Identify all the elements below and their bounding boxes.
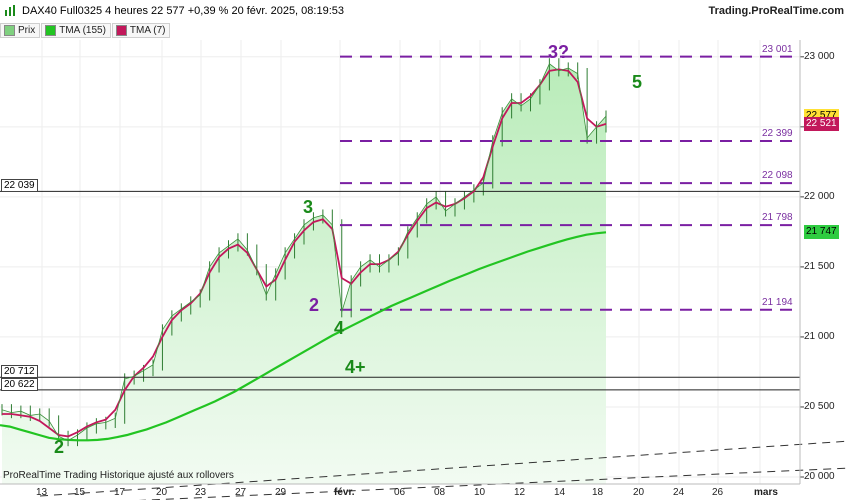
wave-label: 3? — [548, 42, 570, 62]
x-tick-label: 12 — [514, 487, 526, 498]
price-badge: 21 747 — [804, 225, 839, 240]
wave-label: 3 — [303, 197, 314, 217]
legend-label: TMA (7) — [129, 25, 166, 36]
x-tick-label: 13 — [36, 487, 48, 498]
legend-item-price[interactable]: Prix — [0, 23, 41, 38]
x-tick-label: 20 — [156, 487, 168, 498]
x-tick-label: 10 — [474, 487, 486, 498]
tma155-line — [0, 231, 607, 442]
footer-note: ProRealTime Trading Historique ajusté au… — [3, 470, 234, 481]
price-swatch — [4, 25, 15, 36]
level-label: 21 194 — [762, 296, 793, 308]
legend-item-tma7[interactable]: TMA (7) — [111, 23, 171, 38]
wave-label: 2 — [54, 437, 65, 457]
y-tick-label: 20 500 — [804, 400, 835, 412]
trend-line-bottom — [138, 467, 850, 500]
level-label: 23 001 — [762, 43, 793, 55]
x-tick-label: 18 — [592, 487, 604, 498]
x-tick-label: 24 — [673, 487, 685, 498]
x-tick-label: 27 — [235, 487, 247, 498]
price-badge: 22 521 — [804, 116, 839, 131]
hline-label: 20 712 — [1, 365, 38, 379]
tma7-line — [2, 68, 607, 438]
level-label: 22 098 — [762, 170, 793, 182]
legend-label: Prix — [18, 25, 36, 36]
bar-chart-icon — [5, 5, 15, 16]
wave-label: 4+ — [345, 357, 366, 377]
y-tick-label: 21 000 — [804, 330, 835, 342]
legend-label: TMA (155) — [59, 25, 106, 36]
x-tick-label: févr. — [334, 487, 355, 498]
legend-item-tma155[interactable]: TMA (155) — [41, 23, 111, 38]
chart-header: DAX40 Full0325 4 heures 22 577 +0,39 % 2… — [0, 0, 850, 22]
level-label: 22 399 — [762, 127, 793, 139]
wave-label: 5 — [632, 72, 643, 92]
x-tick-label: 08 — [434, 487, 446, 498]
chart-title: DAX40 Full0325 4 heures 22 577 +0,39 % 2… — [22, 5, 344, 17]
site-name: Trading.ProRealTime.com — [708, 5, 844, 17]
price-line — [1, 63, 607, 442]
y-tick-label: 20 000 — [804, 470, 835, 482]
x-tick-label: 17 — [114, 487, 126, 498]
hline-label: 22 039 — [1, 179, 38, 193]
wave-label: 2 — [309, 295, 320, 315]
hline-label: 20 622 — [1, 377, 38, 391]
x-tick-label: 20 — [633, 487, 645, 498]
level-label: 21 798 — [762, 212, 793, 224]
x-tick-label: 15 — [74, 487, 86, 498]
x-tick-label: mars — [754, 487, 778, 498]
y-tick-label: 21 500 — [804, 260, 835, 272]
y-tick-label: 23 000 — [804, 50, 835, 62]
legend: Prix TMA (155) TMA (7) — [0, 23, 171, 38]
x-tick-label: 06 — [394, 487, 406, 498]
x-tick-label: 14 — [554, 487, 566, 498]
x-tick-label: 23 — [195, 487, 207, 498]
x-tick-label: 29 — [275, 487, 287, 498]
tma7-swatch — [115, 25, 127, 36]
price-area — [2, 63, 606, 485]
x-tick-label: 26 — [712, 487, 724, 498]
trend-line-lower — [39, 440, 850, 497]
wave-label: 4 — [334, 318, 345, 338]
tma155-swatch — [45, 25, 57, 36]
y-tick-label: 22 000 — [804, 190, 835, 202]
